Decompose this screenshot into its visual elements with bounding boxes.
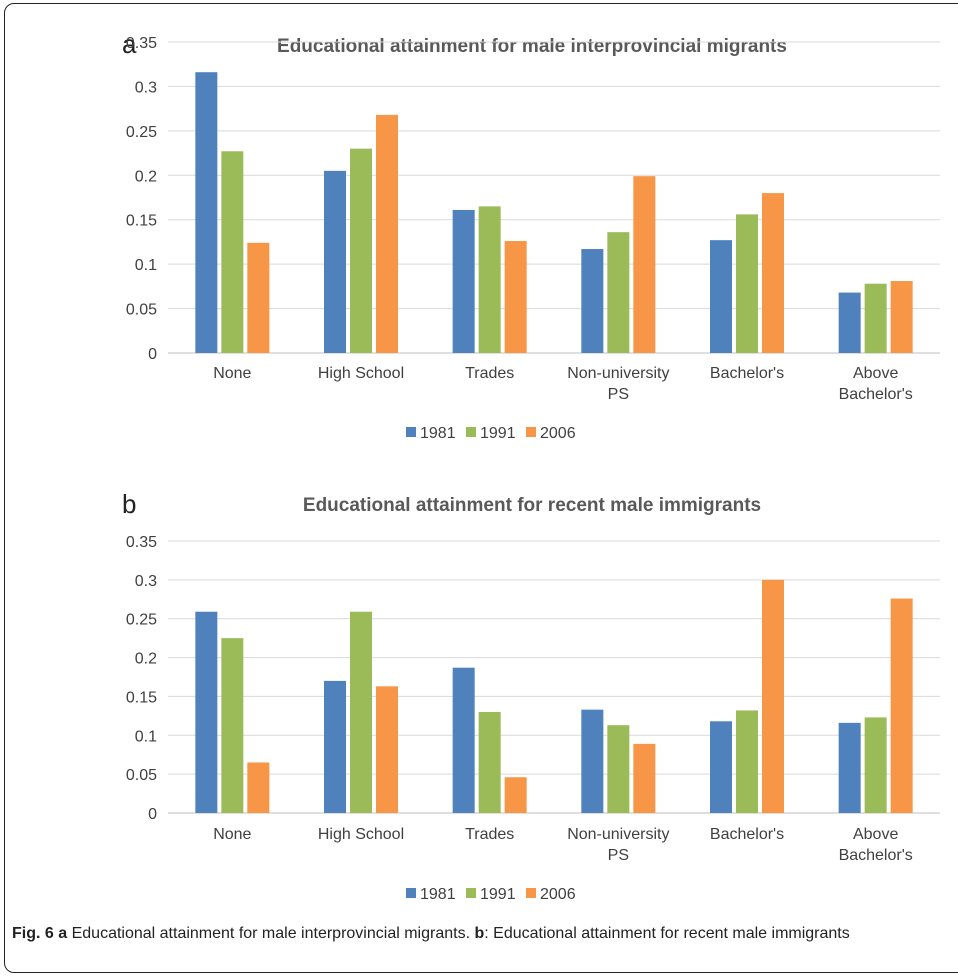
bar-1981-6: [838, 292, 861, 353]
caption-b-marker: b: [474, 925, 485, 942]
y-tick-label: 0.25: [126, 612, 157, 629]
category-label: Above: [853, 365, 898, 382]
figure-frame: [4, 3, 958, 973]
caption-a-marker: a: [58, 925, 68, 942]
bar-1981-1: [195, 72, 218, 353]
bar-1981-2: [324, 680, 346, 813]
legend-label-1981: 1981: [420, 886, 456, 903]
category-label: Bachelor's: [710, 826, 784, 843]
bar-1981-5: [710, 721, 732, 813]
y-tick-label: 0.05: [126, 767, 157, 784]
category-label: PS: [608, 847, 629, 864]
y-tick-label: 0.15: [126, 689, 157, 706]
bar-1981-1: [195, 611, 218, 813]
y-tick-label: 0.05: [126, 302, 157, 319]
bar-2006-3: [504, 241, 527, 353]
chart-title-a: Educational attainment for male interpro…: [277, 36, 787, 57]
panel-letter-b: b: [122, 489, 136, 519]
bar-1991-2: [350, 148, 372, 353]
bar-1991-3: [478, 206, 501, 353]
y-tick-label: 0.3: [135, 79, 157, 96]
category-label: Trades: [465, 365, 514, 382]
category-label: Trades: [465, 826, 514, 843]
y-tick-label: 0.35: [126, 534, 157, 551]
y-tick-label: 0.35: [126, 35, 157, 52]
y-tick-label: 0.3: [135, 573, 157, 590]
bar-2006-3: [504, 777, 527, 813]
chart-title-b: Educational attainment for recent male i…: [303, 495, 761, 516]
bar-1991-3: [478, 711, 501, 813]
y-tick-label: 0.1: [135, 728, 157, 745]
bar-1991-1: [221, 151, 244, 353]
y-tick-label: 0: [148, 346, 157, 363]
figure-charts: a Educational attainment for male interpr…: [122, 29, 940, 903]
y-tick-label: 0.2: [135, 651, 157, 668]
bar-1981-5: [710, 240, 732, 353]
bar-1991-4: [607, 232, 630, 353]
bar-1981-2: [324, 170, 346, 353]
bar-1991-5: [736, 710, 758, 813]
legend-swatch-1991: [466, 888, 476, 898]
category-label: High School: [318, 826, 404, 843]
category-label: None: [213, 826, 251, 843]
y-tick-label: 0: [148, 806, 157, 823]
caption-a-text: Educational attainment for male interpro…: [71, 925, 471, 942]
legend-swatch-1981: [406, 888, 416, 898]
figure-caption: Fig. 6 a Educational attainment for male…: [12, 923, 942, 945]
category-label: None: [213, 365, 251, 382]
bar-2006-2: [376, 114, 398, 353]
bar-2006-4: [633, 176, 656, 353]
y-tick-label: 0.1: [135, 257, 157, 274]
panel-letter-a: a: [122, 29, 137, 59]
bar-2006-6: [890, 281, 913, 353]
category-label: Bachelor's: [710, 365, 784, 382]
bar-2006-5: [762, 193, 784, 353]
legend-label-1991: 1991: [480, 886, 516, 903]
legend-swatch-1981: [406, 427, 416, 437]
category-label: Non-university: [567, 826, 669, 843]
y-tick-label: 0.15: [126, 213, 157, 230]
bar-1981-3: [452, 209, 475, 353]
category-label: Above: [853, 826, 898, 843]
legend-label-1981: 1981: [420, 425, 456, 442]
bar-2006-6: [890, 598, 913, 813]
bar-2006-4: [633, 743, 656, 813]
bar-2006-5: [762, 579, 784, 813]
legend-swatch-2006: [526, 427, 536, 437]
bar-1991-5: [736, 214, 758, 353]
bar-2006-1: [247, 762, 270, 813]
bar-1981-3: [452, 667, 475, 813]
caption-b-text: : Educational attainment for recent male…: [484, 925, 850, 942]
category-label: High School: [318, 365, 404, 382]
legend-label-2006: 2006: [540, 425, 576, 442]
bar-2006-1: [247, 242, 270, 353]
legend-label-2006: 2006: [540, 886, 576, 903]
bar-1981-4: [581, 249, 604, 353]
y-tick-label: 0.25: [126, 124, 157, 141]
category-label: PS: [608, 386, 629, 403]
y-tick-label: 0.2: [135, 168, 157, 185]
bar-1981-6: [838, 722, 861, 813]
bar-2006-2: [376, 686, 398, 813]
bar-1981-4: [581, 709, 604, 813]
bar-1991-6: [864, 283, 887, 353]
legend-swatch-2006: [526, 888, 536, 898]
legend-label-1991: 1991: [480, 425, 516, 442]
bar-1991-2: [350, 611, 372, 813]
category-label: Bachelor's: [839, 847, 913, 864]
caption-label: Fig. 6: [12, 925, 54, 942]
bar-1991-1: [221, 638, 244, 813]
category-label: Non-university: [567, 365, 669, 382]
category-label: Bachelor's: [839, 386, 913, 403]
legend-swatch-1991: [466, 427, 476, 437]
bar-1991-6: [864, 717, 887, 813]
bar-1991-4: [607, 725, 630, 813]
